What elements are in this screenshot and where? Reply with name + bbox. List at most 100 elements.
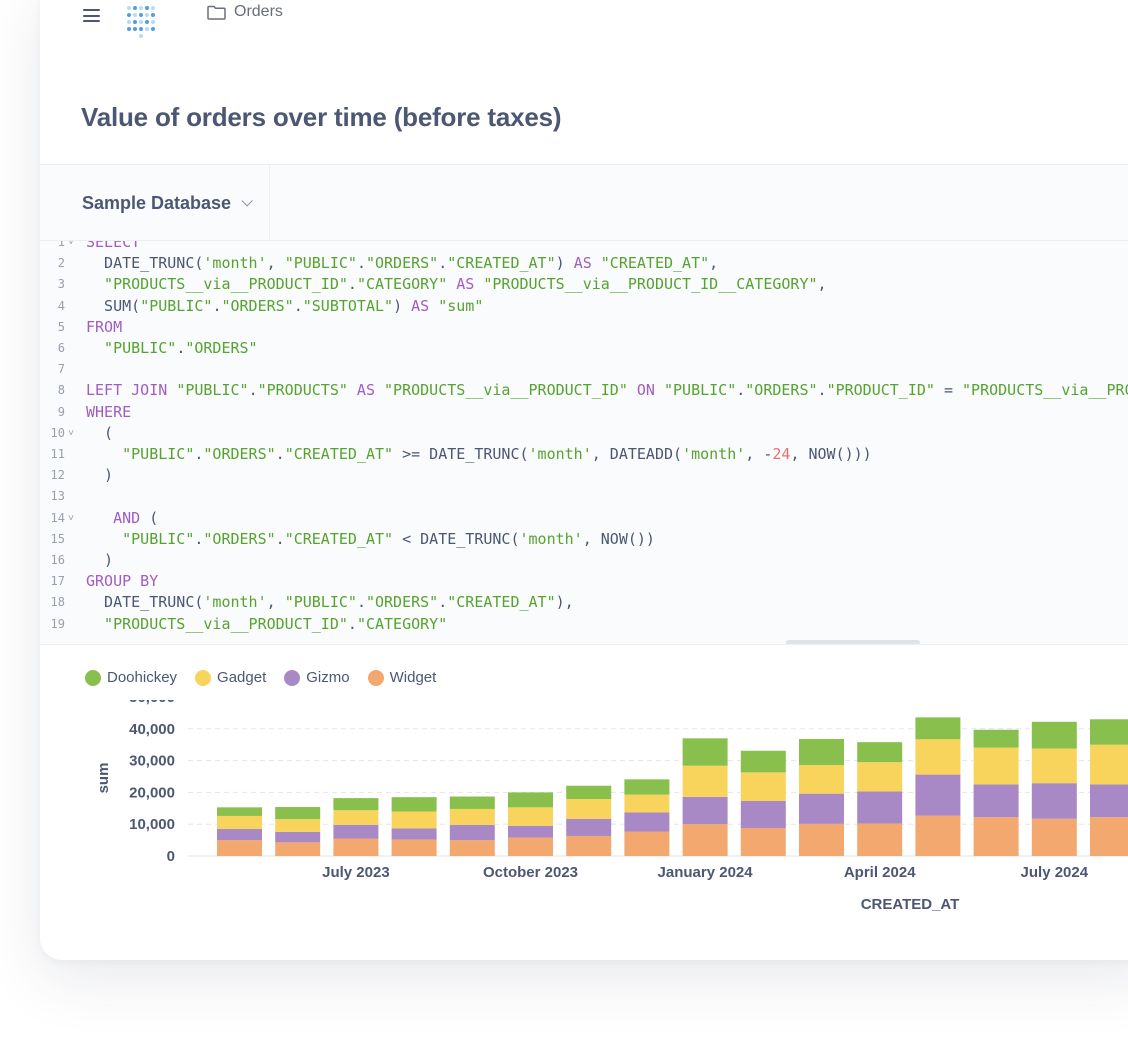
- bar-segment-doohickey[interactable]: [915, 717, 961, 740]
- bar-segment-widget[interactable]: [799, 823, 844, 856]
- bar-segment-gadget[interactable]: [217, 815, 262, 829]
- fold-chevron-icon[interactable]: ˅: [68, 512, 75, 524]
- bar-segment-gadget[interactable]: [624, 794, 670, 813]
- bar-segment-doohickey[interactable]: [275, 807, 321, 820]
- code-token: =: [934, 381, 963, 400]
- y-tick-label: 20,000: [129, 784, 175, 801]
- bar-segment-gadget[interactable]: [799, 765, 844, 794]
- legend-swatch: [85, 669, 101, 686]
- code-token: .: [248, 381, 258, 400]
- bar-segment-doohickey[interactable]: [799, 738, 844, 766]
- bar-segment-doohickey[interactable]: [449, 796, 495, 809]
- code-text: SUM("PUBLIC"."ORDERS"."SUBTOTAL") AS "su…: [86, 296, 483, 317]
- bar-segment-widget[interactable]: [682, 824, 728, 856]
- bar-segment-gadget[interactable]: [391, 811, 437, 829]
- code-token: 'month': [203, 254, 267, 273]
- bar-segment-doohickey[interactable]: [217, 807, 262, 816]
- bar-segment-doohickey[interactable]: [857, 742, 903, 763]
- fold-chevron-icon[interactable]: ˅: [68, 241, 75, 248]
- bar-segment-widget[interactable]: [1090, 817, 1128, 856]
- bar-segment-gadget[interactable]: [1090, 744, 1128, 785]
- x-tick-label: April 2024: [844, 864, 916, 881]
- bar-segment-widget[interactable]: [624, 831, 670, 856]
- bar-segment-gadget[interactable]: [275, 819, 321, 832]
- legend-item-widget[interactable]: Widget: [367, 669, 436, 686]
- bar-segment-gizmo[interactable]: [275, 831, 321, 843]
- bar-segment-gizmo[interactable]: [857, 791, 903, 824]
- code-line: 11 "PUBLIC"."ORDERS"."CREATED_AT" >= DAT…: [40, 444, 1128, 465]
- bar-segment-gizmo[interactable]: [449, 824, 495, 841]
- code-token: .: [817, 381, 827, 400]
- code-token: 'month': [203, 593, 267, 612]
- code-token: "PUBLIC": [140, 296, 213, 315]
- bar-segment-gizmo[interactable]: [973, 784, 1019, 818]
- menu-icon[interactable]: [83, 9, 101, 23]
- bar-segment-widget[interactable]: [275, 842, 321, 856]
- bar-segment-doohickey[interactable]: [624, 779, 670, 795]
- bar-segment-widget[interactable]: [566, 835, 612, 856]
- legend-item-doohickey[interactable]: Doohickey: [85, 669, 177, 686]
- bar-segment-gizmo[interactable]: [391, 828, 437, 840]
- bar-segment-gizmo[interactable]: [508, 825, 553, 838]
- bar-segment-doohickey[interactable]: [1090, 719, 1128, 745]
- code-token: "PRODUCTS__via__PRODUCT_ID": [962, 381, 1128, 400]
- legend-item-gizmo[interactable]: Gizmo: [284, 669, 350, 686]
- code-token: GROUP BY: [86, 572, 159, 591]
- bar-segment-gizmo[interactable]: [333, 824, 379, 839]
- bar-segment-widget[interactable]: [217, 840, 262, 856]
- bar-segment-doohickey[interactable]: [391, 797, 437, 812]
- bar-segment-gadget[interactable]: [508, 807, 553, 826]
- bar-segment-doohickey[interactable]: [1031, 721, 1077, 749]
- bar-segment-widget[interactable]: [333, 838, 379, 856]
- bar-segment-gadget[interactable]: [973, 747, 1019, 785]
- breadcrumb[interactable]: Orders: [207, 3, 283, 21]
- bar-segment-gizmo[interactable]: [740, 800, 786, 829]
- line-number: 3: [57, 277, 65, 292]
- database-picker[interactable]: Sample Database: [40, 165, 270, 241]
- fold-chevron-icon[interactable]: ˅: [68, 427, 75, 439]
- bar-segment-doohickey[interactable]: [682, 738, 728, 766]
- bar-segment-widget[interactable]: [449, 840, 495, 856]
- code-token: ,: [266, 254, 285, 273]
- bar-segment-widget[interactable]: [740, 828, 786, 856]
- legend-item-gadget[interactable]: Gadget: [195, 669, 266, 686]
- bar-segment-gadget[interactable]: [1031, 748, 1077, 784]
- code-token: "PRODUCTS__via__PRODUCT_ID": [86, 275, 348, 294]
- bar-segment-widget[interactable]: [915, 815, 961, 856]
- bar-segment-doohickey[interactable]: [740, 750, 786, 773]
- metabase-logo-icon[interactable]: [121, 0, 161, 38]
- bar-segment-gizmo[interactable]: [624, 812, 670, 832]
- bar-segment-gizmo[interactable]: [1090, 784, 1128, 818]
- bar-segment-gizmo[interactable]: [1031, 783, 1077, 819]
- bar-segment-gizmo[interactable]: [915, 774, 961, 816]
- bar-segment-gizmo[interactable]: [682, 796, 728, 825]
- bar-segment-widget[interactable]: [1031, 818, 1077, 856]
- bar-segment-gadget[interactable]: [682, 765, 728, 797]
- code-token: 'month': [528, 445, 592, 463]
- bar-segment-widget[interactable]: [508, 837, 553, 856]
- bar-segment-gadget[interactable]: [566, 799, 612, 819]
- bar-segment-doohickey[interactable]: [566, 785, 612, 800]
- sql-editor[interactable]: 1 ˅ SELECT 2 DATE_TRUNC('month', "PUBLIC"."…: [40, 241, 1128, 645]
- bar-segment-widget[interactable]: [857, 823, 903, 856]
- code-token: "ORDERS": [745, 381, 818, 400]
- bar-segment-gizmo[interactable]: [217, 828, 262, 841]
- bar-segment-doohickey[interactable]: [333, 798, 379, 811]
- bar-segment-widget[interactable]: [973, 817, 1019, 856]
- code-text: "PUBLIC"."ORDERS"."CREATED_AT" < DATE_TR…: [86, 529, 655, 550]
- bar-segment-gadget[interactable]: [915, 739, 961, 775]
- bar-segment-gadget[interactable]: [857, 762, 903, 792]
- code-text: "PUBLIC"."ORDERS": [86, 338, 258, 359]
- horizontal-scrollbar[interactable]: [786, 640, 920, 644]
- bar-segment-gadget[interactable]: [333, 810, 379, 825]
- bar-segment-gizmo[interactable]: [566, 818, 612, 836]
- bar-segment-gizmo[interactable]: [799, 793, 844, 824]
- bar-segment-gadget[interactable]: [740, 772, 786, 801]
- bar-segment-doohickey[interactable]: [973, 729, 1019, 748]
- x-tick-label: January 2024: [658, 864, 754, 881]
- page-title: Value of orders over time (before taxes): [81, 102, 562, 132]
- bar-segment-doohickey[interactable]: [508, 792, 553, 808]
- database-name: Sample Database: [82, 192, 232, 213]
- bar-segment-widget[interactable]: [391, 839, 437, 856]
- bar-segment-gadget[interactable]: [449, 808, 495, 825]
